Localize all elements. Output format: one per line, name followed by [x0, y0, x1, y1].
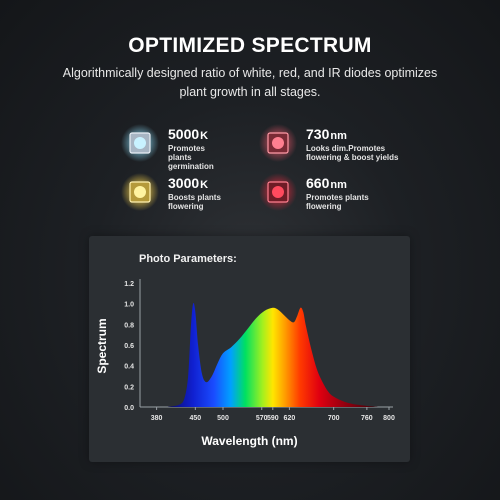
diode-description: Promotes plants germination [168, 144, 214, 171]
y-tick-label: 1.0 [124, 302, 134, 309]
photo-parameters-panel: Photo Parameters: 0.0 0.2 0.4 0.6 0.8 1.0 1.2 3… [89, 236, 410, 462]
y-tick-label: 0.2 [124, 384, 134, 391]
x-tick-label: 620 [284, 415, 296, 422]
y-tick-label: 0.8 [124, 322, 134, 329]
red-diode-chip-icon [258, 172, 298, 212]
x-tick-label: 500 [217, 415, 229, 422]
diode-value: 660 [306, 175, 330, 191]
warm-diode-chip-icon [120, 172, 160, 212]
white-diode-chip-icon [120, 123, 160, 163]
y-tick-label: 1.2 [124, 281, 134, 288]
diode-description: Boosts plants flowering [168, 193, 221, 211]
diode-660nm: 660nm Promotes plants flowering [258, 172, 458, 212]
y-axis-label: Spectrum [95, 318, 109, 374]
diode-value: 3000 [168, 175, 200, 191]
x-axis-label: Wavelength (nm) [201, 434, 298, 448]
panel-title: Photo Parameters: [139, 253, 237, 265]
page-title: OPTIMIZED SPECTRUM [128, 34, 372, 57]
x-tick-label: 590 [267, 415, 279, 422]
y-tick-label: 0.6 [124, 343, 134, 350]
diode-description: Promotes plants flowering [306, 193, 369, 211]
diode-730nm: 730nm Looks dim.Promotes flowering & boo… [258, 123, 458, 163]
diode-unit: nm [330, 130, 347, 142]
diode-5000k: 5000K Promotes plants germination [120, 123, 320, 171]
spectrum-area [167, 302, 378, 407]
x-tick-label: 800 [383, 415, 395, 422]
y-tick-label: 0.0 [124, 405, 134, 412]
diode-3000k: 3000K Boosts plants flowering [120, 172, 320, 212]
y-tick-label: 0.4 [124, 364, 134, 371]
x-tick-label: 570 [256, 415, 268, 422]
x-tick-label: 700 [328, 415, 340, 422]
x-tick-label: 380 [151, 415, 163, 422]
page-subtitle: Algorithmically designed ratio of white,… [62, 66, 438, 99]
x-tick-label: 760 [361, 415, 373, 422]
diode-value: 730 [306, 126, 330, 142]
spectrum-chart: 0.0 0.2 0.4 0.6 0.8 1.0 1.2 380 450 500 570 590 620 7… [124, 279, 395, 422]
diode-unit: nm [330, 179, 347, 191]
x-tick-label: 450 [189, 415, 201, 422]
diode-description: Looks dim.Promotes flowering & boost yie… [306, 144, 399, 162]
diode-unit: K [200, 179, 209, 191]
ir-diode-chip-icon [258, 123, 298, 163]
diode-value: 5000 [168, 126, 200, 142]
diode-unit: K [200, 130, 209, 142]
